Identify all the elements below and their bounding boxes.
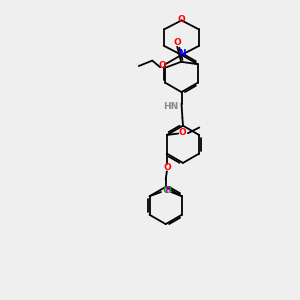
Text: HN: HN bbox=[164, 102, 178, 111]
Text: O: O bbox=[159, 61, 167, 70]
Text: Cl: Cl bbox=[163, 186, 172, 195]
Text: O: O bbox=[178, 128, 186, 137]
Text: O: O bbox=[178, 15, 185, 24]
Text: N: N bbox=[178, 49, 185, 58]
Text: O: O bbox=[173, 38, 181, 47]
Text: F: F bbox=[164, 186, 170, 195]
Text: O: O bbox=[164, 164, 172, 172]
